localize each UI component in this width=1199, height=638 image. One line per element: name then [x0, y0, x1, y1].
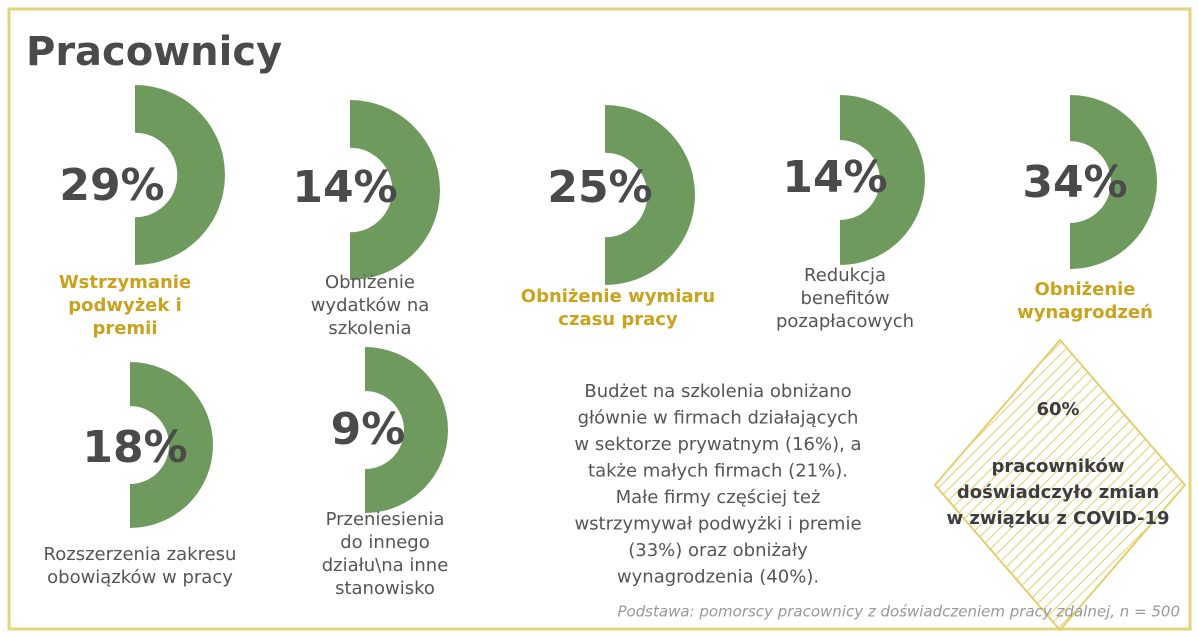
half-ring — [130, 362, 213, 528]
item-label: czasu pracy — [558, 309, 678, 330]
percent: 29% — [59, 160, 164, 211]
note-line: wynagrodzenia (40%). — [617, 567, 819, 588]
item-label: obowiązków w pracy — [47, 567, 233, 588]
item-label: Rozszerzenia zakresu — [44, 544, 237, 565]
item-label: działu\na inne — [322, 555, 449, 576]
item-label: Obniżenie wymiaru — [521, 286, 715, 307]
footnote: Podstawa: pomorscy pracownicy z doświadc… — [617, 603, 1180, 621]
item-label: Wstrzymanie — [59, 272, 191, 293]
item-label: Obniżenie — [325, 272, 415, 293]
item-label: Obniżenie — [1034, 279, 1135, 300]
half-ring — [1070, 95, 1157, 269]
frame — [7, 7, 1192, 631]
note-line: wstrzymywał podwyżki i premie — [574, 514, 861, 535]
highlight-label: doświadczyło zmian — [957, 482, 1159, 503]
item-label: Przeniesienia — [326, 509, 445, 530]
item-label: wydatków na — [311, 295, 430, 316]
half-ring — [365, 347, 448, 513]
title: Pracownicy — [26, 29, 282, 75]
percent: 14% — [782, 152, 887, 203]
half-ring — [840, 95, 925, 265]
note-line: Małe firmy częściej też — [616, 487, 821, 508]
percent: 25% — [547, 162, 652, 213]
half-ring — [350, 100, 440, 280]
item-label: Redukcja — [804, 265, 886, 286]
highlight-percent: 60% — [1036, 399, 1079, 420]
note-line: (33%) oraz obniżały — [628, 540, 808, 561]
item-label: stanowisko — [335, 578, 435, 599]
note-line: Budżet na szkolenia obniżano — [584, 381, 851, 402]
note-line: głównie w firmach działających — [578, 408, 859, 429]
note-line: w sektorze prywatnym (16%), a — [574, 434, 861, 455]
item-label: do innego — [340, 532, 430, 553]
item-label: szkolenia — [328, 318, 411, 339]
highlight-label: pracowników — [991, 456, 1124, 477]
item-label: pozapłacowych — [776, 311, 914, 332]
item-label: benefitów — [800, 288, 889, 309]
half-ring — [135, 85, 225, 265]
percent: 18% — [82, 422, 187, 473]
item-label: podwyżek i — [68, 295, 182, 316]
highlight-label: w związku z COVID-19 — [946, 508, 1169, 529]
percent: 9% — [331, 404, 406, 455]
percent: 34% — [1022, 157, 1127, 208]
percent: 14% — [292, 162, 397, 213]
item-label: wynagrodzeń — [1017, 302, 1153, 323]
highlight-diamond — [933, 338, 1187, 632]
item-label: premii — [92, 318, 157, 339]
half-ring — [605, 105, 695, 285]
note-line: także małych firmach (21%). — [588, 461, 848, 482]
